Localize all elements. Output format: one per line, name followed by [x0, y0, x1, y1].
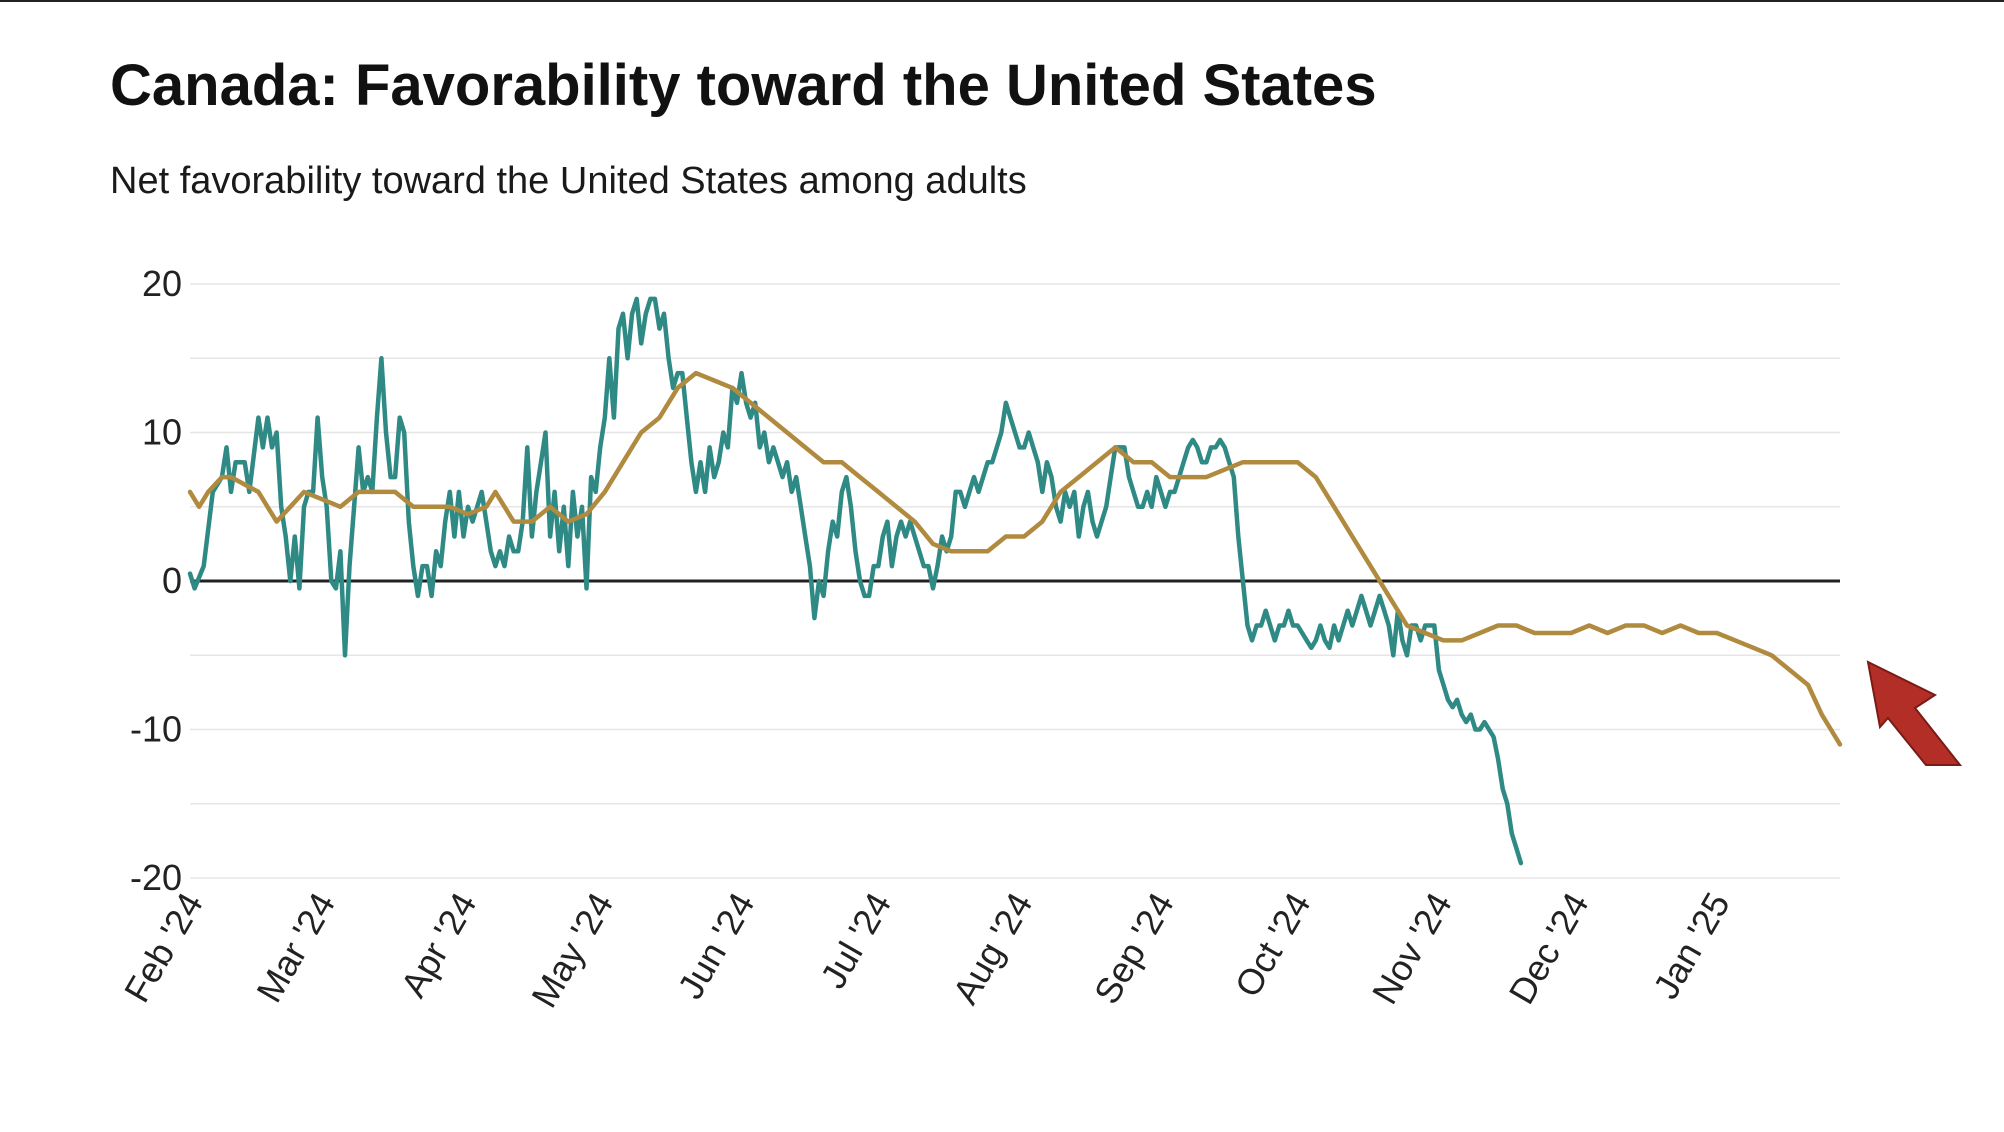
series-lines [187, 296, 1843, 866]
x-tick-label: Aug '24 [944, 886, 1040, 1011]
y-tick-label: 0 [162, 560, 182, 601]
y-tick-label: 20 [142, 263, 182, 304]
series-line-daily [187, 296, 1524, 866]
series-line-average [187, 370, 1843, 747]
arrow-down-left-icon [1866, 660, 1963, 766]
x-tick-label: Jan '25 [1645, 886, 1738, 1006]
chart-title: Canada: Favorability toward the United S… [110, 53, 1377, 118]
x-tick-label: May '24 [523, 886, 621, 1015]
x-tick-label: Mar '24 [248, 886, 343, 1009]
x-tick-label: Dec '24 [1501, 886, 1597, 1011]
chart-subtitle: Net favorability toward the United State… [110, 160, 1027, 202]
x-tick-label: Apr '24 [392, 886, 484, 1004]
x-tick-label: Nov '24 [1364, 886, 1460, 1011]
x-tick-label: Sep '24 [1086, 886, 1182, 1011]
x-tick-label: Jun '24 [669, 886, 762, 1006]
y-tick-label: 10 [142, 412, 182, 453]
grid-lines [190, 283, 1840, 879]
top-border [0, 0, 2004, 2]
x-axis-ticks: Feb '24 Mar '24 Apr '24 May '24 Jun '24 Jul '… [116, 886, 1738, 1015]
x-tick-label: Feb '24 [116, 886, 211, 1010]
y-tick-label: -10 [130, 709, 182, 750]
x-tick-label: Jul '24 [812, 886, 899, 996]
y-axis-ticks: 20 10 0 -10 -20 [130, 263, 182, 898]
x-tick-label: Oct '24 [1227, 886, 1319, 1004]
annotation-layer [1866, 660, 1963, 766]
y-tick-label: -20 [130, 857, 182, 898]
